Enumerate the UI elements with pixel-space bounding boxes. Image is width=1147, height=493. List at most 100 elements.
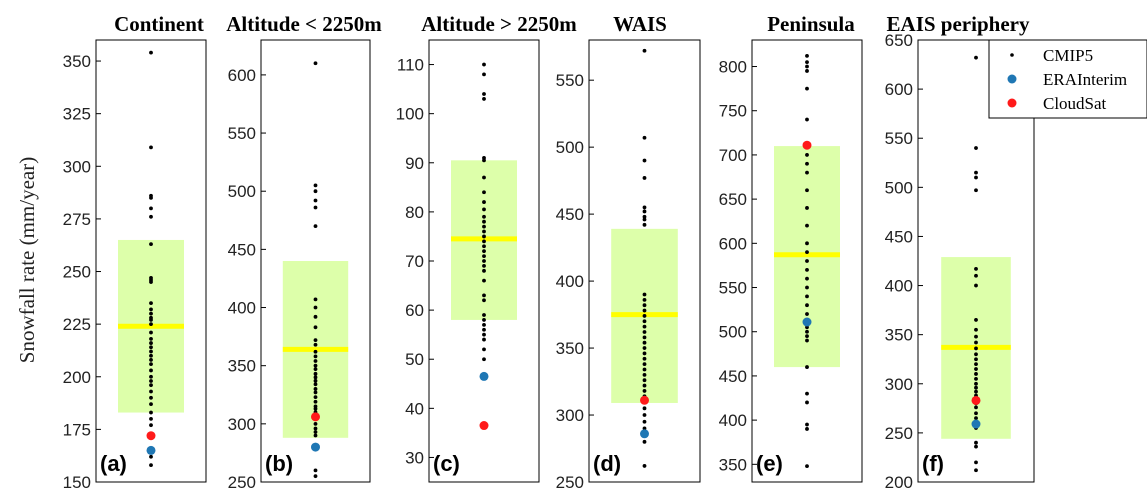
cmip5-point xyxy=(642,383,647,388)
cmip5-point xyxy=(642,314,647,318)
cmip5-point xyxy=(149,311,153,316)
cmip5-point xyxy=(974,376,978,381)
y-tick-label: 225 xyxy=(63,315,91,334)
cmip5-point xyxy=(149,330,153,335)
erainterim-point xyxy=(311,442,320,452)
cmip5-point xyxy=(805,427,809,431)
cmip5-point xyxy=(149,242,153,247)
cmip5-point xyxy=(482,298,486,303)
cmip5-point xyxy=(149,463,153,468)
y-tick-label: 600 xyxy=(885,80,913,99)
cmip5-point xyxy=(642,426,647,431)
cmip5-point xyxy=(974,327,978,332)
cmip5-point xyxy=(313,430,318,434)
cmip5-point xyxy=(805,334,809,339)
cmip5-point xyxy=(313,325,318,330)
cmip5-point xyxy=(642,135,647,140)
cmip5-point xyxy=(642,378,647,383)
y-tick-label: 50 xyxy=(405,350,424,369)
y-tick-label: 300 xyxy=(228,415,256,434)
cmip5-point xyxy=(974,440,978,445)
y-tick-label: 40 xyxy=(405,399,424,418)
cmip5-point xyxy=(482,293,486,298)
y-tick-label: 80 xyxy=(405,203,424,222)
y-tick-label: 350 xyxy=(228,357,256,376)
cmip5-point xyxy=(313,224,318,229)
cmip5-point xyxy=(149,402,153,407)
cmip5-point xyxy=(149,374,153,379)
cmip5-point xyxy=(642,158,647,163)
y-tick-label: 450 xyxy=(228,240,256,259)
cmip5-point xyxy=(642,303,647,308)
cmip5-point xyxy=(149,383,153,388)
cmip5-point xyxy=(482,239,486,244)
cmip5-point xyxy=(482,190,486,195)
y-tick-label: 200 xyxy=(885,473,913,492)
cmip5-point xyxy=(149,345,153,350)
cmip5-point xyxy=(974,334,978,339)
cmip5-point xyxy=(313,406,318,411)
cmip5-point xyxy=(482,313,486,317)
y-tick-label: 450 xyxy=(719,367,747,386)
y-tick-label: 300 xyxy=(556,406,584,425)
cloudsat-point xyxy=(802,140,812,150)
cmip5-point xyxy=(642,217,647,222)
cmip5-point xyxy=(482,158,486,163)
cmip5-point xyxy=(642,439,647,444)
cmip5-point xyxy=(149,341,153,345)
erainterim-point xyxy=(971,419,981,429)
y-tick-label: 250 xyxy=(228,473,256,492)
cmip5-point xyxy=(313,387,318,391)
panels: Continent 150 175 200 225 250 275 300 325 350 (a) A… xyxy=(63,12,1035,492)
y-tick-label: 150 xyxy=(63,473,91,492)
cmip5-point xyxy=(805,303,809,308)
y-tick-label: 650 xyxy=(719,190,747,209)
cmip5-point xyxy=(149,362,153,367)
cmip5-point xyxy=(974,405,978,410)
cmip5-point xyxy=(805,365,809,369)
y-tick-label: 400 xyxy=(885,277,913,296)
cmip5-point xyxy=(149,423,153,428)
cmip5-point xyxy=(642,205,647,210)
cmip5-point xyxy=(149,358,153,362)
cmip5-point xyxy=(313,375,318,380)
cmip5-point xyxy=(805,267,809,272)
cmip5-point xyxy=(974,362,978,367)
cmip5-point xyxy=(805,206,809,210)
cmip5-point xyxy=(642,413,647,417)
cmip5-point xyxy=(974,357,978,362)
y-tick-label: 175 xyxy=(63,420,91,439)
y-tick-label: 400 xyxy=(556,272,584,291)
cmip5-point xyxy=(149,195,153,200)
erainterim-point xyxy=(802,317,812,327)
y-tick-label: 400 xyxy=(228,299,256,318)
cmip5-point xyxy=(642,308,647,313)
cmip5-point xyxy=(642,389,647,393)
panel-label: (c) xyxy=(433,451,460,476)
cmip5-point xyxy=(149,50,153,55)
cmip5-point xyxy=(149,336,153,341)
cmip5-point xyxy=(974,283,978,288)
cmip5-point xyxy=(482,219,486,224)
y-tick-label: 350 xyxy=(719,455,747,474)
y-tick-label: 500 xyxy=(228,182,256,201)
cmip5-point xyxy=(974,170,978,175)
cmip5-point xyxy=(974,346,978,351)
cmip5-point xyxy=(974,389,978,394)
cloudsat-point xyxy=(311,412,320,422)
cmip5-point xyxy=(642,176,647,180)
cmip5-point xyxy=(149,145,153,150)
cmip5-point xyxy=(313,338,318,342)
cmip5-point xyxy=(149,206,153,211)
cmip5-point xyxy=(642,209,647,214)
panel-title: Altitude > 2250m xyxy=(421,12,577,36)
cmip5-point xyxy=(482,92,486,96)
y-tick-label: 550 xyxy=(719,279,747,298)
cmip5-point xyxy=(482,229,486,234)
cmip5-point xyxy=(974,266,978,271)
cmip5-point xyxy=(805,391,809,396)
panel-label: (a) xyxy=(100,451,127,476)
y-tick-label: 750 xyxy=(719,102,747,121)
y-tick-label: 250 xyxy=(885,424,913,443)
cmip5-point xyxy=(313,426,318,431)
